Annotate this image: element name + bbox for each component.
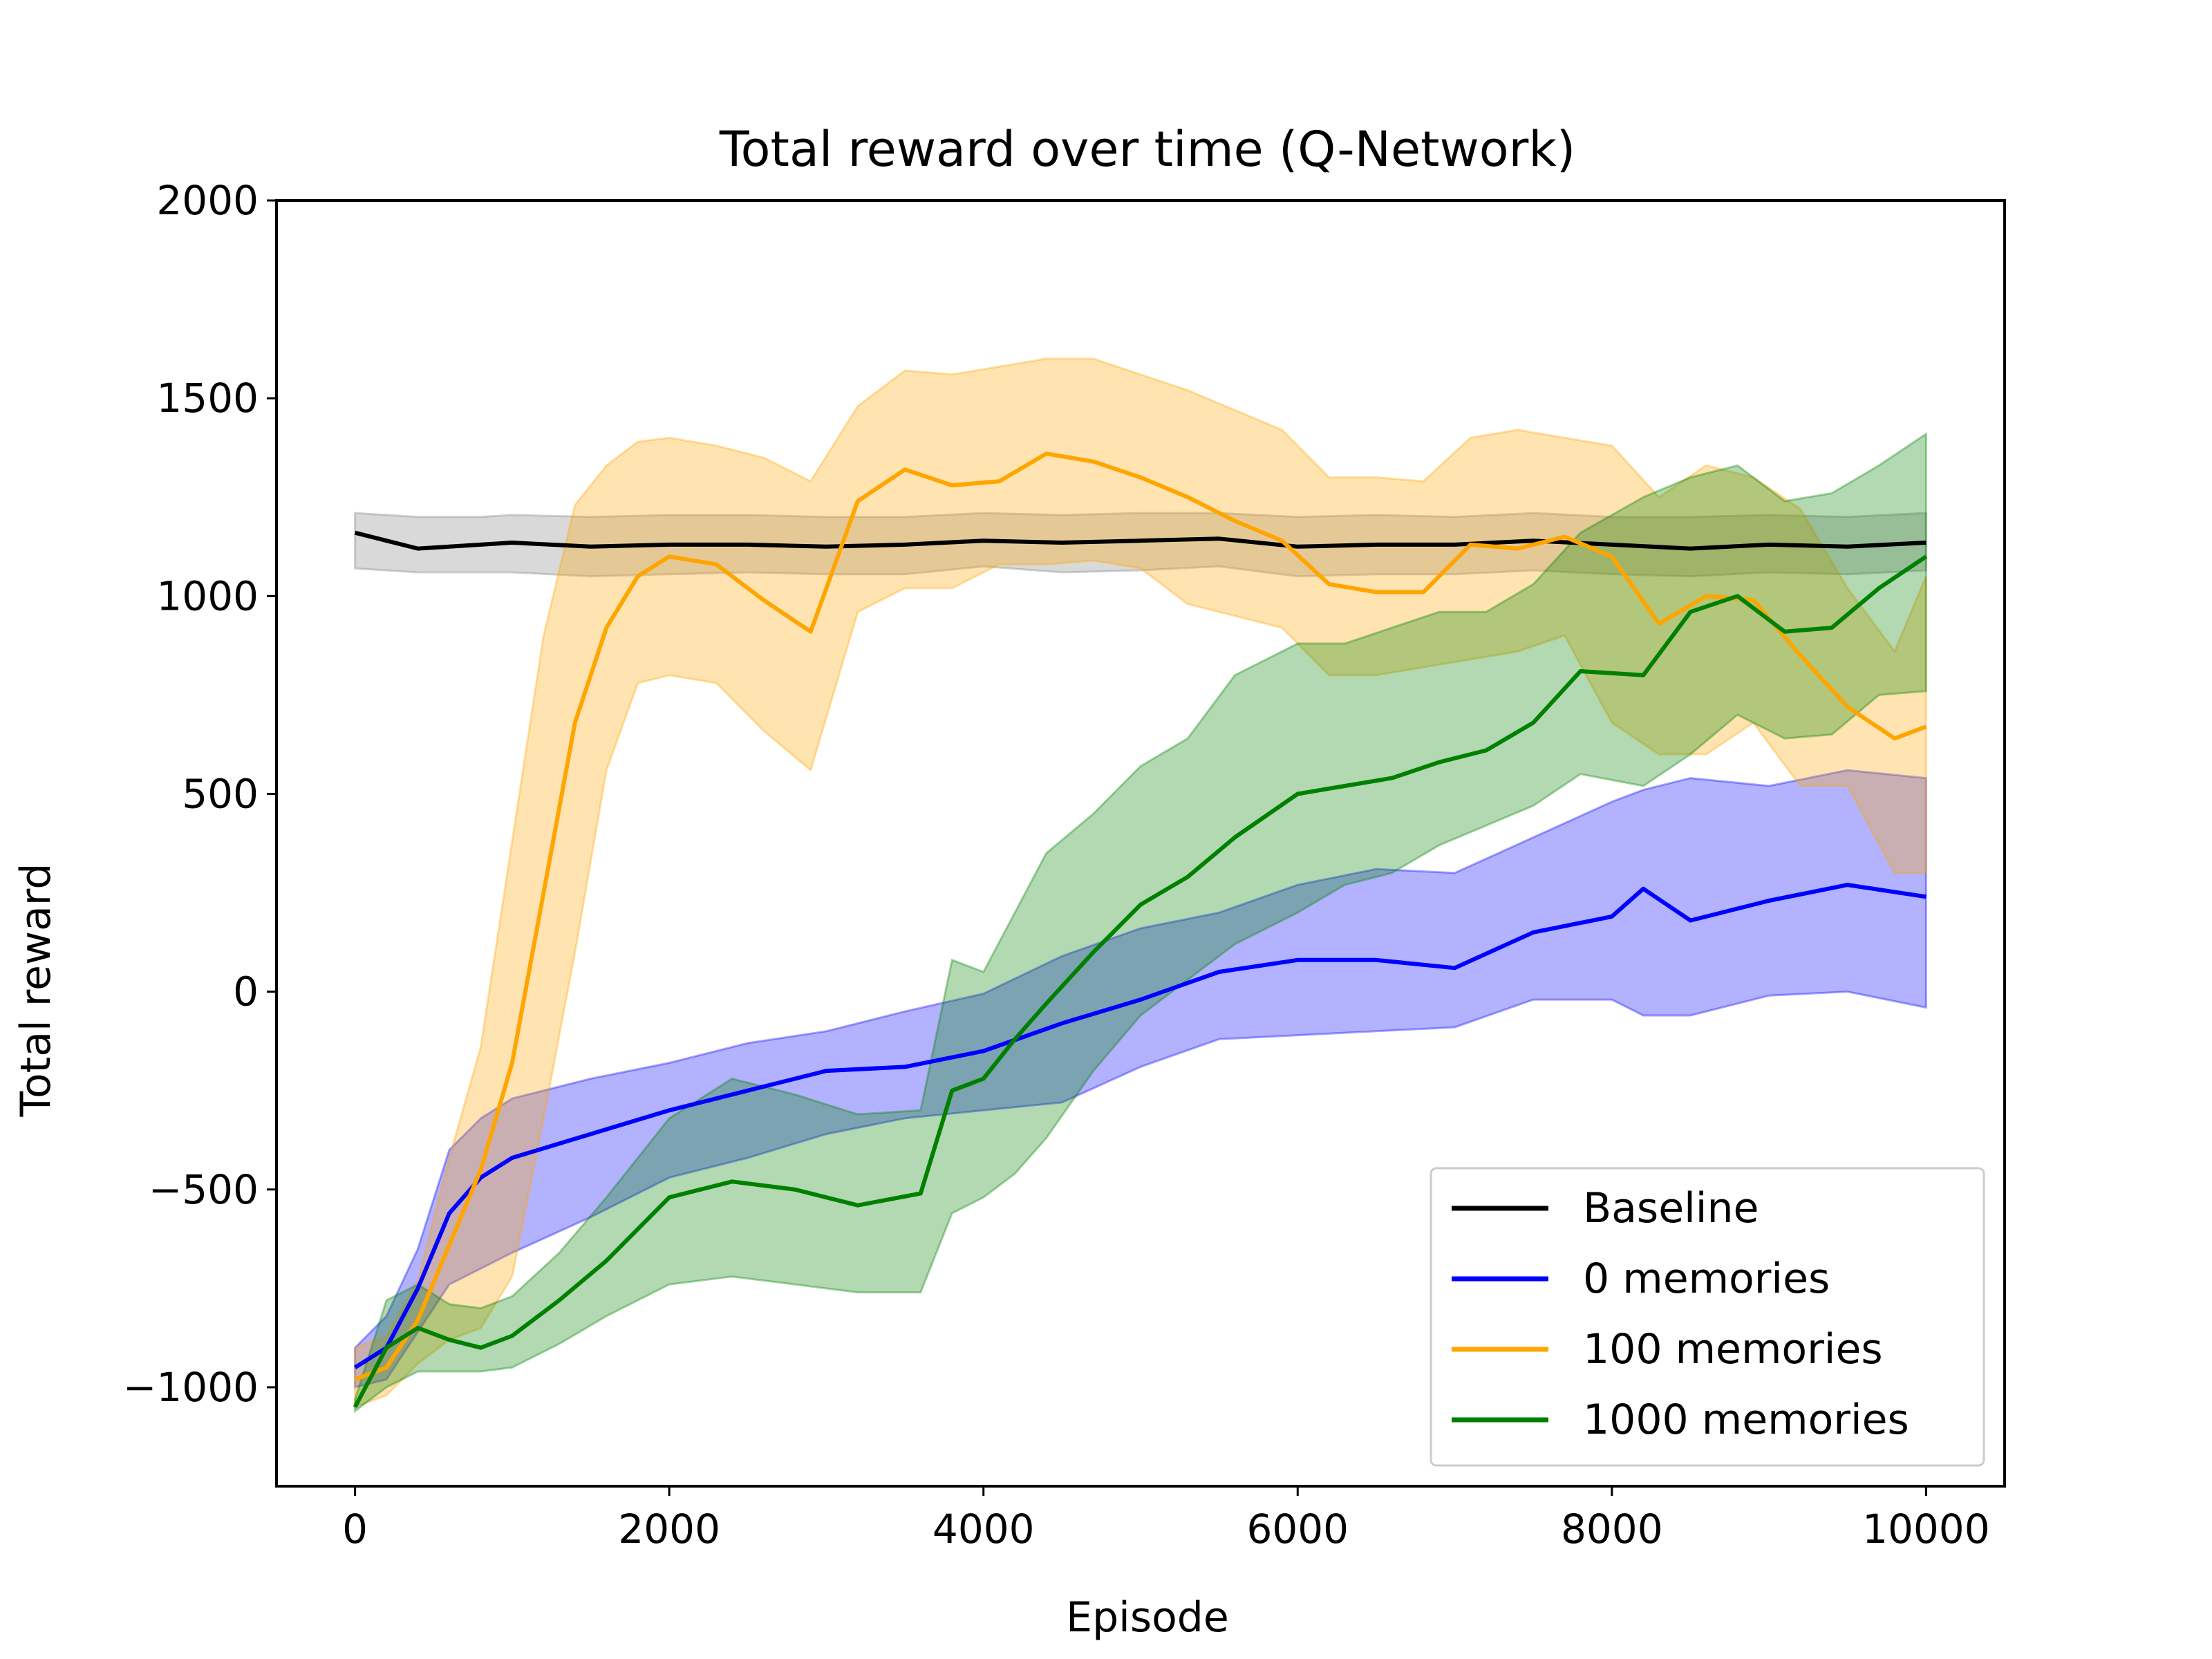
y-axis: −1000 −500 0 500 1000 1500 2000 [123, 177, 276, 1411]
x-tick-label: 10000 [1862, 1506, 1990, 1553]
y-tick-label: −1000 [123, 1364, 259, 1411]
legend-label-1: 0 memories [1583, 1255, 1830, 1303]
y-tick-label: 1500 [156, 375, 259, 422]
x-tick-label: 0 [342, 1506, 368, 1553]
confidence-bands [354, 357, 1927, 1414]
plot-frame [275, 199, 2006, 1488]
y-tick-label: 2000 [156, 177, 259, 224]
band-3 [354, 431, 1927, 1414]
legend-label-0: Baseline [1583, 1184, 1759, 1232]
y-tick-label: −500 [149, 1166, 259, 1213]
band-2 [354, 357, 1927, 1409]
y-tick-label: 500 [182, 770, 259, 817]
series-lines [353, 451, 1928, 1408]
legend-label-2: 100 memories [1583, 1325, 1883, 1374]
x-axis-title: Episode [1066, 1593, 1229, 1642]
series-line-3 [353, 554, 1928, 1408]
band-1 [354, 769, 1927, 1389]
chart-title: Total reward over time (Q-Network) [719, 121, 1575, 178]
series-line-1 [354, 883, 1927, 1369]
x-axis: 0 2000 4000 6000 8000 10000 [342, 1486, 1990, 1553]
band-0 [354, 512, 1927, 578]
y-tick-label: 0 [233, 968, 259, 1015]
y-tick-label: 1000 [156, 572, 259, 619]
x-tick-label: 6000 [1246, 1506, 1349, 1553]
x-tick-label: 4000 [932, 1506, 1035, 1553]
legend-label-3: 1000 memories [1583, 1396, 1909, 1444]
legend-box [1430, 1167, 1985, 1467]
series-line-0 [354, 530, 1927, 551]
x-tick-label: 2000 [618, 1506, 720, 1553]
legend: Baseline 0 memories 100 memories 1000 memor… [1430, 1167, 1985, 1467]
x-tick-label: 8000 [1561, 1506, 1663, 1553]
series-line-2 [354, 451, 1927, 1382]
y-axis-title: Total reward [12, 863, 60, 1117]
